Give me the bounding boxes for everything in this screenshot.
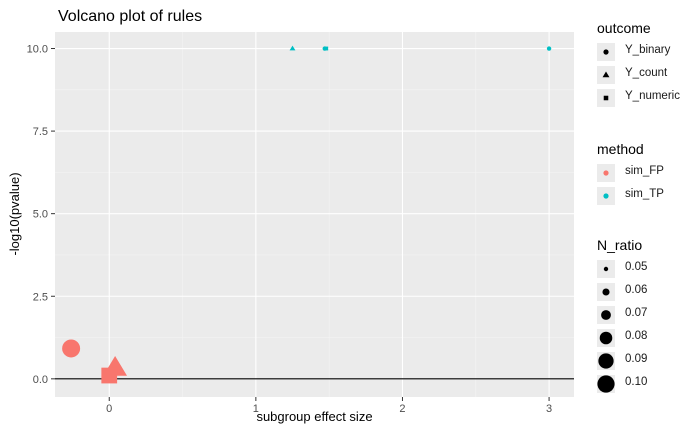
legend-glyph xyxy=(602,71,610,78)
legend-key xyxy=(597,89,615,107)
y-tick-label: 10.0 xyxy=(27,44,48,56)
legend-outcome-title: outcome xyxy=(597,20,651,36)
y-tick-label: 2.5 xyxy=(33,291,48,303)
legend-outcome: outcome Y_binary Y_count Y_numeric xyxy=(597,20,697,110)
legend-n-ratio-title: N_ratio xyxy=(597,237,643,253)
legend-method-title: method xyxy=(597,141,644,157)
legend-item-n-ratio: 0.09 xyxy=(597,350,697,373)
data-point xyxy=(546,46,552,51)
x-axis: 0 1 2 3 xyxy=(106,397,552,415)
legend-item-outcome: Y_numeric xyxy=(597,87,697,110)
legend-key xyxy=(597,43,615,61)
legend-key xyxy=(597,306,615,324)
legend-size-dot xyxy=(598,353,614,369)
y-axis: 0.0 2.5 5.0 7.5 10.0 xyxy=(27,44,55,386)
legend-glyph xyxy=(598,353,614,369)
legend-key xyxy=(597,329,615,347)
legend-label: 0.05 xyxy=(625,261,648,273)
legend-method: method sim_FP sim_TP xyxy=(597,141,697,208)
data-point xyxy=(101,367,118,384)
chart-title: Volcano plot of rules xyxy=(58,8,202,25)
data-points xyxy=(62,45,552,384)
x-tick-label: 3 xyxy=(546,403,552,415)
x-axis-label: subgroup effect size xyxy=(256,409,372,424)
legend-glyph xyxy=(601,310,611,320)
legend-glyph xyxy=(603,170,609,176)
legend-item-n-ratio: 0.08 xyxy=(597,327,697,350)
legend-glyph xyxy=(603,49,609,55)
plot-panel xyxy=(55,32,574,397)
legend-item-n-ratio: 0.05 xyxy=(597,258,697,281)
legend-size-dot xyxy=(602,288,610,296)
legend-label: Y_numeric xyxy=(625,90,680,102)
legend-dot xyxy=(603,170,609,176)
legend-key xyxy=(597,283,615,301)
legend-item-outcome: Y_binary xyxy=(597,41,697,64)
legend-dot xyxy=(603,193,609,199)
legend-glyph xyxy=(603,266,609,272)
data-point xyxy=(289,45,296,51)
legend-item-n-ratio: 0.10 xyxy=(597,373,697,396)
legend-label: Y_binary xyxy=(625,44,671,56)
legend-size-dot xyxy=(597,375,615,393)
legend-glyph xyxy=(602,288,610,296)
legend-label: 0.08 xyxy=(625,330,648,342)
legend-item-method: sim_FP xyxy=(597,162,697,185)
legend-label: sim_TP xyxy=(625,188,664,200)
legend-key xyxy=(597,187,615,205)
x-tick-label: 1 xyxy=(253,403,259,415)
legend-item-n-ratio: 0.06 xyxy=(597,281,697,304)
legend-label: 0.10 xyxy=(625,376,648,388)
legend-label: 0.06 xyxy=(625,284,648,296)
y-tick-label: 7.5 xyxy=(33,126,48,138)
legend-key xyxy=(597,66,615,84)
data-point xyxy=(62,339,81,358)
legend-shape xyxy=(603,95,609,101)
legend-label: 0.09 xyxy=(625,353,648,365)
legend-item-method: sim_TP xyxy=(597,185,697,208)
legend-label: sim_FP xyxy=(625,165,664,177)
legend-glyph xyxy=(603,95,609,101)
x-tick-label: 0 xyxy=(106,403,112,415)
legend-glyph xyxy=(599,331,613,345)
legend-label: 0.07 xyxy=(625,307,648,319)
legend-n-ratio: N_ratio 0.05 0.06 0.07 0.08 0.09 0.10 xyxy=(597,237,697,396)
legend-key xyxy=(597,260,615,278)
legend-size-dot xyxy=(603,266,609,272)
legend-label: Y_count xyxy=(625,67,668,79)
legend-key xyxy=(597,375,615,393)
legend-shape xyxy=(603,49,609,55)
y-tick-label: 5.0 xyxy=(33,209,48,221)
legend-item-n-ratio: 0.07 xyxy=(597,304,697,327)
y-axis-label: -log10(pvalue) xyxy=(7,172,22,255)
legend-shape xyxy=(602,71,610,78)
legend-glyph xyxy=(603,193,609,199)
legend-item-outcome: Y_count xyxy=(597,64,697,87)
legend-key xyxy=(597,164,615,182)
data-point xyxy=(324,46,329,51)
y-tick-label: 0.0 xyxy=(33,374,48,386)
legend-key xyxy=(597,352,615,370)
legend-size-dot xyxy=(599,331,613,345)
legend-glyph xyxy=(597,375,615,393)
legend-size-dot xyxy=(601,310,611,320)
x-tick-label: 2 xyxy=(399,403,405,415)
